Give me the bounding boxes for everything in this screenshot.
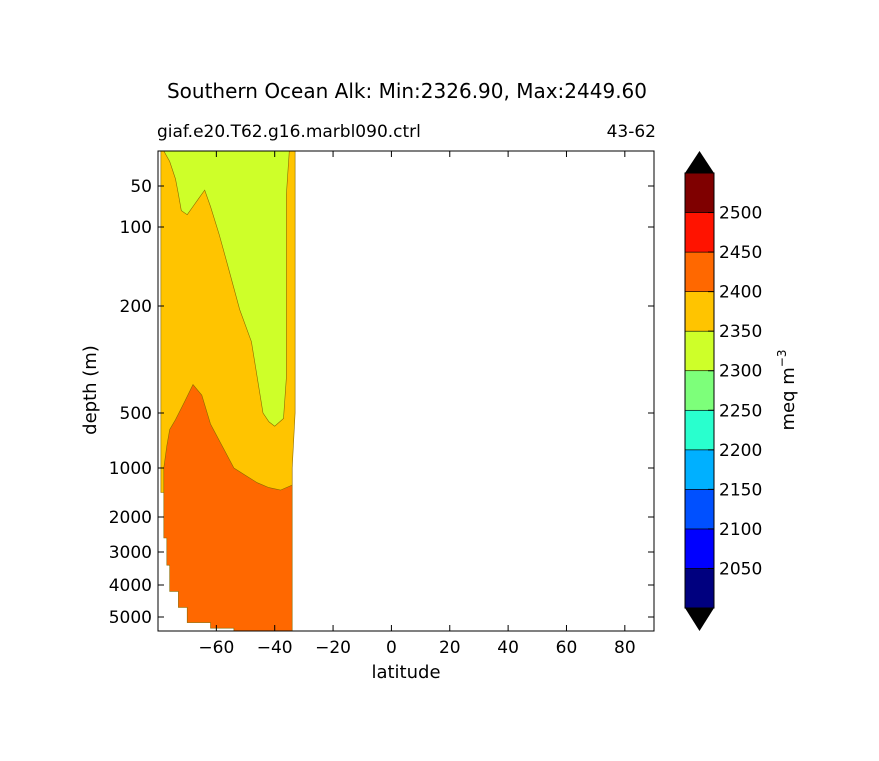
x-tick-label: 40	[497, 638, 519, 658]
x-tick-label: 20	[439, 638, 461, 658]
chart-subtitle-years: 43-62	[607, 122, 656, 142]
colorbar-segment	[684, 489, 715, 530]
y-tick-label: 3000	[109, 543, 152, 563]
x-tick-label: 0	[386, 638, 397, 658]
colorbar-segment	[684, 528, 715, 569]
colorbar-segment	[684, 291, 715, 332]
colorbar-label-unit: meq m	[778, 367, 799, 430]
x-axis-label: latitude	[371, 662, 440, 683]
colorbar: 2050 2100 2150 2200 2250 2300 2350 2400 2450 2500	[684, 151, 762, 631]
chart-subtitle-run: giaf.e20.T62.g16.marbl090.ctrl	[157, 122, 421, 142]
y-tick-label: 4000	[109, 576, 152, 596]
contour-region-2300-2350	[163, 151, 290, 427]
colorbar-segment	[684, 212, 715, 253]
colorbar-tick-label: 2050	[719, 559, 762, 579]
x-tick-label: 60	[556, 638, 578, 658]
y-tick-label: 2000	[109, 508, 152, 528]
colorbar-segment	[684, 568, 715, 609]
colorbar-segment	[684, 172, 715, 213]
y-tick-label: 1000	[109, 459, 152, 479]
colorbar-extend-min	[685, 608, 714, 631]
colorbar-tick-label: 2400	[719, 283, 762, 303]
plot-frame	[157, 150, 655, 632]
colorbar-label-exponent: −3	[775, 350, 789, 368]
colorbar-tick-label: 2450	[719, 243, 762, 263]
x-tick-label: 80	[614, 638, 636, 658]
plot-area: −60 −40 −20 0 20 40 60 80 50 100 200 500 1000 2000 300…	[109, 150, 655, 658]
y-tick-label: 500	[120, 404, 152, 424]
colorbar-segment	[684, 330, 715, 372]
chart-title: Southern Ocean Alk: Min:2326.90, Max:244…	[167, 79, 647, 103]
colorbar-tick-label: 2200	[719, 441, 762, 461]
x-tick-label: −20	[315, 638, 351, 658]
colorbar-tick-label: 2500	[719, 204, 762, 224]
colorbar-segment	[684, 370, 715, 411]
colorbar-tick-label: 2300	[719, 362, 762, 382]
x-tick-label: −40	[257, 638, 293, 658]
colorbar-segment	[684, 409, 715, 451]
colorbar-segment	[684, 251, 715, 292]
colorbar-tick-label: 2100	[719, 520, 762, 540]
colorbar-segment	[684, 449, 715, 490]
colorbar-label: meq m−3	[775, 350, 799, 431]
colorbar-extend-max	[685, 151, 714, 173]
colorbar-tick-label: 2250	[719, 401, 762, 421]
x-tick-label: −60	[198, 638, 234, 658]
y-tick-label: 5000	[109, 608, 152, 628]
colorbar-tick-label: 2150	[719, 480, 762, 500]
y-tick-label: 50	[130, 177, 152, 197]
colorbar-frame	[684, 172, 715, 609]
contour-region-2400-2450	[163, 383, 293, 631]
y-tick-label: 200	[120, 297, 152, 317]
colorbar-tick-label: 2350	[719, 322, 762, 342]
y-tick-label: 100	[120, 218, 152, 238]
y-axis-label: depth (m)	[80, 345, 101, 435]
